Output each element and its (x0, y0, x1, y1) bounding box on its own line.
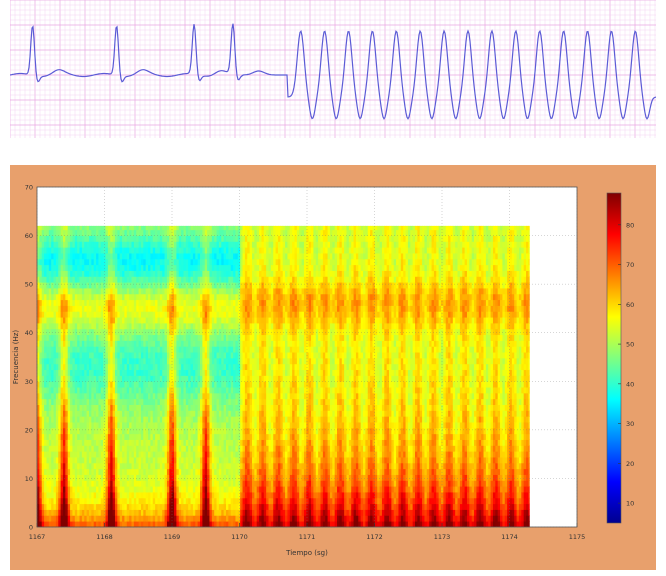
ecg-strip-chart (10, 0, 656, 138)
x-tick-label: 1172 (366, 533, 383, 541)
spectrogram-chart: 1167 1168 1169 1170 1171 1172 1173 1174 1175 0 10… (10, 165, 656, 570)
colorbar-tick-label: 50 (626, 341, 634, 349)
colorbar-tick-label: 80 (626, 221, 634, 229)
x-tick-label: 1168 (96, 533, 113, 541)
heatmap-cells (37, 225, 530, 527)
plot-border (36, 186, 578, 528)
x-axis-ticks: 1167 1168 1169 1170 1171 1172 1173 1174 1175 (29, 533, 586, 541)
colorbar-tick-label: 30 (626, 420, 634, 428)
y-tick-label: 40 (25, 329, 33, 337)
y-tick-label: 20 (25, 426, 33, 434)
y-tick-label: 60 (25, 232, 33, 240)
x-tick-label: 1174 (501, 533, 518, 541)
y-axis-label: Frecuencia (Hz) (12, 330, 20, 385)
x-tick-label: 1167 (29, 533, 46, 541)
x-tick-label: 1173 (434, 533, 451, 541)
colorbar-tick-label: 60 (626, 301, 634, 309)
x-tick-label: 1175 (569, 533, 586, 541)
y-tick-label: 70 (25, 184, 33, 192)
x-axis-label: Tiempo (sg) (285, 549, 328, 557)
colorbar-tick-label: 40 (626, 380, 634, 388)
x-tick-label: 1170 (231, 533, 248, 541)
colorbar-tick-label: 70 (626, 261, 634, 269)
colorbar-ticks: 10 20 30 40 50 60 70 80 (618, 221, 634, 508)
y-tick-label: 10 (25, 475, 33, 483)
ecg-grid (10, 0, 656, 138)
y-tick-label: 30 (25, 378, 33, 386)
y-tick-label: 50 (25, 281, 33, 289)
colorbar-tick-label: 20 (626, 460, 634, 468)
colorbar-tick-label: 10 (626, 500, 634, 508)
y-tick-label: 0 (29, 524, 33, 532)
x-tick-label: 1171 (299, 533, 316, 541)
colorbar (606, 192, 622, 524)
y-axis-ticks: 0 10 20 30 40 50 60 70 (25, 184, 33, 532)
ecg-trace-line (10, 23, 656, 120)
x-tick-label: 1169 (164, 533, 181, 541)
